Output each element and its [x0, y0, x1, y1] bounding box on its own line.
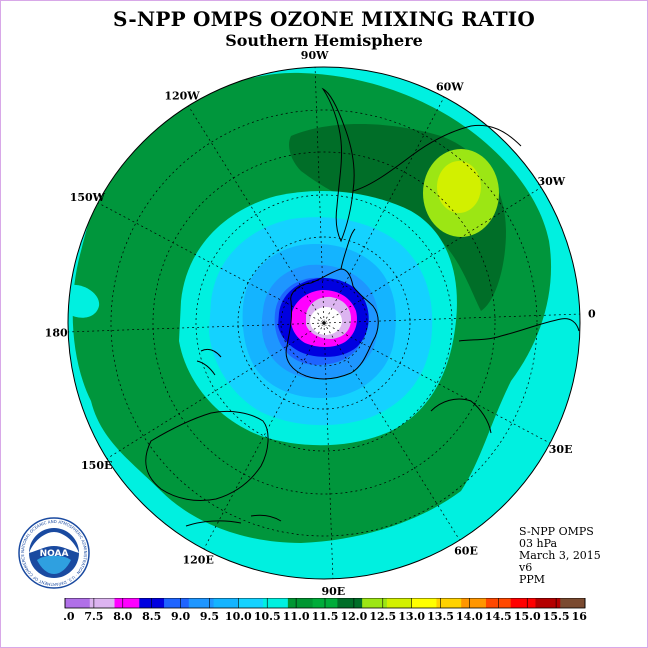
colorbar: 7.0 7.5 8.0 8.5 9.0 9.5 10.010.511.011.512.012… [63, 598, 587, 623]
colorbar-swatch [238, 598, 264, 608]
coastlines [145, 87, 580, 527]
colorbar-swatch [560, 598, 586, 608]
new-zealand [196, 348, 222, 376]
colorbar-label: 8.5 [142, 610, 161, 623]
longitude-label: 120W [164, 90, 200, 103]
longitude-label: 120E [183, 554, 214, 567]
africa-coast [458, 318, 580, 342]
longitude-label: 150W [70, 191, 106, 204]
info-level: 03 hPa [519, 537, 558, 550]
longitude-label: 0 [588, 308, 596, 321]
colorbar-swatch [535, 598, 561, 608]
colorbar-label: 7.0 [63, 610, 75, 623]
colorbar-swatch [386, 598, 413, 608]
colorbar-swatch [436, 598, 462, 608]
colorbar-label: 14.0 [456, 610, 483, 623]
colorbar-swatch [89, 598, 116, 608]
colorbar-label: 12.0 [340, 610, 367, 623]
colorbar-label: 8.0 [113, 610, 132, 623]
indonesia-islands [185, 514, 282, 527]
antarctic-peninsula [340, 228, 356, 270]
info-version: v6 [519, 561, 533, 574]
ozone-field [68, 67, 580, 579]
colorbar-label: 10.0 [225, 610, 252, 623]
colorbar-label: 15.0 [514, 610, 541, 623]
longitude-label: 150E [81, 459, 112, 472]
africa-south [430, 398, 492, 434]
south-america-coast [321, 87, 355, 243]
australia-coast [145, 410, 269, 502]
noaa-logo-text: NOAA [40, 549, 69, 559]
colorbar-label: 11.5 [312, 610, 339, 623]
south-america-east [352, 124, 522, 192]
latitude-circles [110, 109, 538, 537]
antarctica-coast [285, 268, 379, 380]
pole-marker [320, 319, 328, 327]
longitude-labels: 90W 60W 30W 0 30E 60E 90E 120E 150E 180 150W 120W [45, 49, 596, 598]
longitude-label: 60E [454, 544, 478, 557]
colorbar-label: 12.5 [369, 610, 396, 623]
info-units: PPM [519, 573, 546, 586]
colorbar-label: 14.5 [485, 610, 512, 623]
info-product: S-NPP OMPS [519, 525, 594, 538]
colorbar-swatch [213, 598, 239, 608]
colorbar-swatch [114, 598, 140, 608]
colorbar-swatch [188, 598, 215, 608]
noaa-logo: NOAA NATIONAL OCEANIC AND ATMOSPHERIC AD… [18, 517, 90, 589]
longitude-label: 90E [322, 585, 346, 598]
west-cyan-lobe [68, 284, 100, 318]
colorbar-swatch [510, 598, 536, 608]
colorbar-label: 9.5 [200, 610, 219, 623]
colorbar-label: 13.5 [427, 610, 454, 623]
colorbar-swatch [287, 598, 314, 608]
colorbar-swatch [65, 598, 91, 608]
colorbar-label: 7.5 [84, 610, 103, 623]
colorbar-swatch [362, 598, 388, 608]
colorbar-label: 15.5 [543, 610, 570, 623]
page-title: S-NPP OMPS OZONE MIXING RATIO [113, 7, 535, 31]
info-date: March 3, 2015 [519, 549, 601, 562]
colorbar-label: 16.0 [572, 610, 587, 623]
info-box: S-NPP OMPS 03 hPa March 3, 2015 v6 PPM [519, 526, 601, 586]
colorbar-label: 9.0 [171, 610, 190, 623]
colorbar-label: 10.5 [254, 610, 281, 623]
colorbar-label: 13.0 [398, 610, 425, 623]
page-subtitle: Southern Hemisphere [225, 31, 423, 50]
colorbar-swatch [164, 598, 190, 608]
longitude-label: 30E [549, 443, 573, 456]
longitude-label: 60W [436, 80, 464, 93]
colorbar-swatch [263, 598, 289, 608]
lime-blob [437, 161, 481, 213]
colorbar-swatch [461, 598, 487, 608]
colorbar-swatch [411, 598, 437, 608]
longitude-label: 30W [537, 175, 565, 188]
longitude-label: 90W [301, 49, 329, 62]
map-border [67, 66, 581, 580]
colorbar-label: 11.0 [283, 610, 310, 623]
colorbar-swatch [337, 598, 363, 608]
longitude-label: 180 [45, 326, 68, 339]
